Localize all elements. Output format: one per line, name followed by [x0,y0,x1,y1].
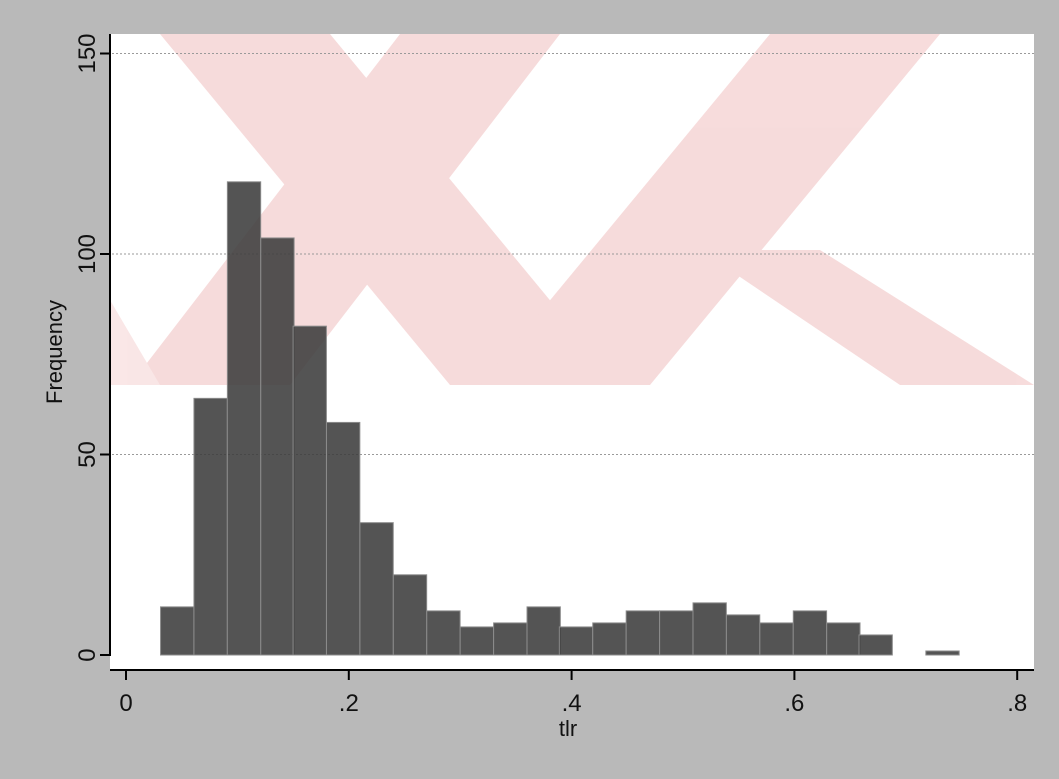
tick-labels: 0 .2 .4 .6 .8 0 50 100 150 [74,33,1027,717]
histogram-bar [326,421,361,656]
x-tick-label: .2 [339,690,359,717]
histogram-bar [558,626,594,656]
y-tick-label: 50 [74,441,101,468]
histogram-bar [359,522,394,656]
histogram-bar [392,574,428,656]
histogram-bar [759,622,794,656]
x-tick-label: .8 [1007,690,1027,717]
histogram-bar [826,622,861,656]
histogram-bar [426,610,461,656]
x-axis-title: tlr [559,716,577,741]
histogram-bar [493,622,528,656]
histogram-bar [692,602,727,656]
y-tick-label: 100 [74,234,101,274]
histogram-bar [659,610,694,656]
histogram-bar [792,610,828,656]
histogram-bar [160,606,195,656]
x-tick-label: 0 [119,690,132,717]
histogram-bar [592,622,627,656]
histogram-bar [292,325,327,656]
histogram-bar [226,181,262,656]
y-axis-title: Frequency [42,300,67,404]
histogram-bar [260,237,295,656]
histogram-bar [625,610,660,656]
x-tick-label: .6 [784,690,804,717]
bars [160,181,960,656]
histogram-bar [459,626,495,656]
histogram-bar [925,650,960,656]
y-tick-label: 150 [74,33,101,73]
histogram-bar [526,606,561,656]
histogram-bar [858,634,893,656]
x-tick-label: .4 [562,690,582,717]
histogram-bar [725,614,761,656]
histogram-bar [193,397,228,656]
y-tick-label: 0 [74,648,101,661]
